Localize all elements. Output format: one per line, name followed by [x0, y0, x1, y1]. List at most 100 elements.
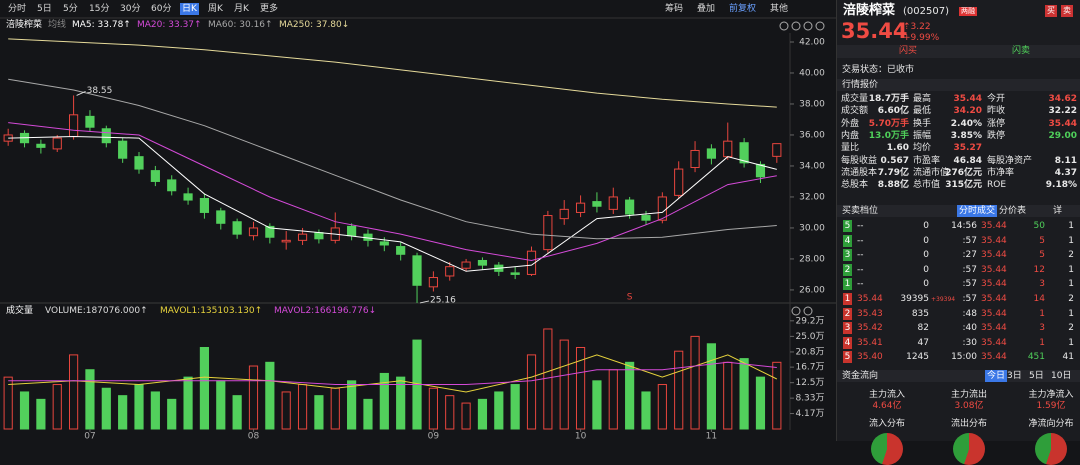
flow-label: 主力流出: [950, 390, 987, 400]
volume-bar: [183, 376, 193, 430]
candle-body: [69, 114, 79, 138]
period-tab[interactable]: 月K: [234, 4, 249, 14]
flow-tab[interactable]: 5日: [1029, 371, 1044, 381]
trade-time: :57: [962, 264, 977, 275]
volume-legend: 成交量: [6, 306, 34, 316]
trade-price: 35.44: [981, 352, 1007, 363]
quote-value: 276亿元: [945, 167, 982, 178]
vol-settings[interactable]: [791, 306, 801, 316]
volume-bar: [739, 358, 749, 430]
level-price: 35.41: [857, 337, 883, 348]
legend-item: 均线: [48, 20, 67, 30]
quote-label: 外盘: [841, 118, 860, 129]
tool-button[interactable]: 前复权: [729, 4, 757, 14]
candle-body: [248, 227, 259, 237]
candle-body: [592, 201, 602, 207]
y-tick-label: 4.17万: [795, 409, 824, 419]
volume-bar: [690, 335, 700, 430]
change-pct: +9.99%: [903, 33, 940, 43]
volume-bar: [396, 376, 406, 430]
trade-price: 35.44: [981, 294, 1007, 304]
close[interactable]: [815, 21, 825, 31]
quote-value: 8.88亿: [877, 180, 909, 191]
ma-line: [8, 122, 777, 262]
zoom-out[interactable]: [791, 21, 801, 31]
volume-bar: [428, 387, 438, 430]
candle-body: [510, 272, 520, 275]
quote-label: 总股本: [841, 180, 869, 191]
candle-body: [674, 168, 684, 196]
volume-bar: [297, 384, 308, 430]
candle-body: [461, 261, 471, 269]
book-tab[interactable]: 分时成交: [957, 205, 998, 217]
flow-tab[interactable]: 今日: [985, 370, 1008, 382]
quote-value: 5.70万手: [868, 118, 909, 129]
settings[interactable]: [803, 21, 813, 31]
volume-bar: [461, 402, 471, 430]
period-tab[interactable]: 周K: [208, 4, 223, 14]
flow-tab[interactable]: 10日: [1051, 371, 1072, 381]
candle-body: [428, 277, 438, 288]
tool-button[interactable]: 叠加: [697, 4, 716, 14]
period-tab[interactable]: 5日: [37, 4, 52, 14]
flow-tab[interactable]: 3日: [1007, 371, 1022, 381]
level-badge: 4: [843, 336, 852, 349]
trade-icon[interactable]: 卖: [1061, 5, 1073, 17]
period-tab[interactable]: 60分: [151, 4, 172, 14]
signal-marker: S: [627, 293, 633, 303]
quote-label: 流通股本: [841, 167, 878, 178]
level-volume: 1245: [906, 352, 929, 363]
volume-bar: [118, 395, 128, 430]
candle-body: [281, 239, 291, 243]
book-tab[interactable]: 详: [1053, 206, 1063, 216]
period-tab[interactable]: 15分: [89, 4, 110, 14]
flash-buy[interactable]: 闪买: [899, 46, 918, 56]
trade-icon[interactable]: 买: [1045, 5, 1057, 17]
quote-label: ROE: [987, 180, 1007, 191]
candle-body: [625, 199, 635, 215]
candle-body: [526, 250, 537, 275]
candle-body: [559, 208, 569, 220]
period-tab[interactable]: 30分: [120, 4, 141, 14]
flash-sell[interactable]: 闪卖: [1012, 46, 1031, 56]
y-tick-label: 16.7万: [795, 363, 824, 373]
tool-button[interactable]: 筹码: [665, 4, 684, 14]
y-tick-label: 30.00: [799, 223, 825, 233]
trade-price: 35.44: [981, 250, 1007, 261]
quote-label: 均价: [913, 143, 932, 154]
trade-volume: 3: [1039, 279, 1045, 290]
tool-button[interactable]: 其他: [770, 4, 789, 14]
candle-body: [706, 148, 716, 159]
quote-label: 涨停: [987, 118, 1006, 129]
trade-count: 1: [1068, 235, 1074, 246]
low-label: 25.16: [430, 295, 456, 305]
volume-bar: [101, 387, 111, 430]
dist-pie: [953, 433, 985, 465]
candle-body: [379, 241, 389, 246]
period-tab[interactable]: 日K: [180, 3, 199, 15]
level-price: --: [857, 221, 864, 231]
trade-price: 35.44: [981, 337, 1007, 348]
level-price: --: [857, 235, 864, 246]
level-badge: 1: [843, 278, 852, 291]
trade-volume: 1: [1039, 308, 1045, 319]
quote-value: 34.20: [953, 106, 982, 117]
period-tab[interactable]: 5分: [63, 4, 78, 14]
level-price: 35.44: [857, 294, 883, 304]
trade-count: 1: [1068, 337, 1074, 348]
volume-legend: MAVOL1:135103.130↑: [160, 306, 263, 316]
level-price: --: [857, 250, 864, 261]
period-tab[interactable]: 更多: [260, 4, 279, 14]
trade-price: 35.44: [981, 235, 1007, 246]
book-tab[interactable]: 分价表: [999, 206, 1027, 216]
vol-close[interactable]: [803, 306, 813, 316]
zoom-in[interactable]: [779, 21, 789, 31]
y-tick-label: 32.00: [799, 192, 825, 202]
trade-count: 2: [1068, 323, 1074, 334]
candle-body: [690, 149, 700, 169]
volume-legend: MAVOL2:166196.776↓: [274, 306, 377, 316]
candle-body: [739, 142, 749, 164]
volume-bar: [706, 343, 716, 430]
candle-body: [216, 210, 226, 224]
period-tab[interactable]: 分时: [8, 4, 27, 14]
